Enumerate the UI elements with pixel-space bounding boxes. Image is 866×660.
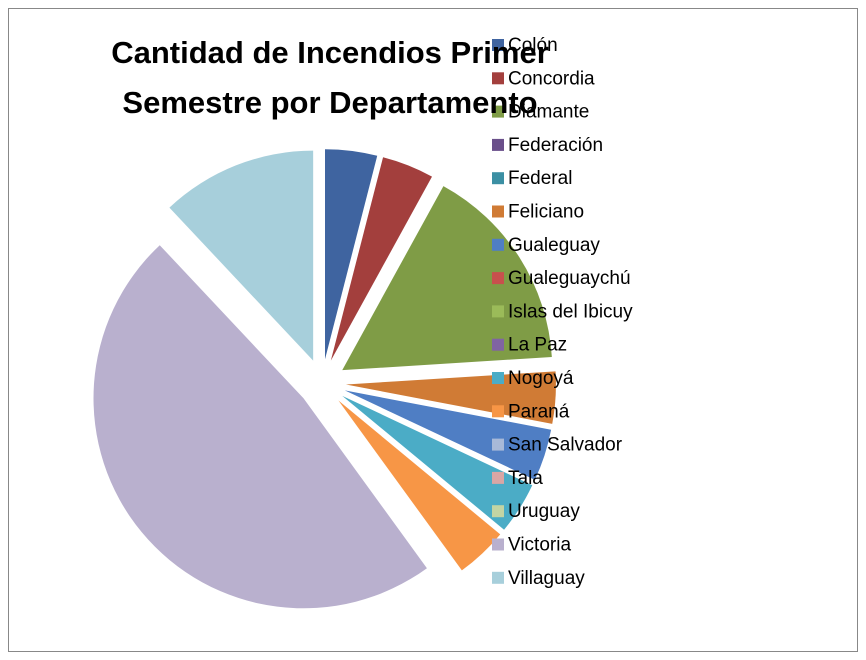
legend-label: Villaguay xyxy=(508,568,585,589)
legend-swatch xyxy=(492,405,504,418)
legend-label: Federal xyxy=(508,168,572,189)
legend-label: Islas del Ibicuy xyxy=(508,301,633,322)
legend-swatch xyxy=(492,205,504,218)
legend-swatch xyxy=(492,338,504,351)
chart-title: Cantidad de Incendios Primer Semestre po… xyxy=(111,35,549,120)
legend-label: Paraná xyxy=(508,401,570,422)
legend-label: San Salvador xyxy=(508,435,623,456)
legend-swatch xyxy=(492,272,504,285)
legend-swatch xyxy=(492,305,504,318)
legend-swatch xyxy=(492,571,504,584)
pie-slice xyxy=(169,150,314,361)
legend-label: Victoria xyxy=(508,535,571,556)
legend-label: Nogoyá xyxy=(508,368,574,389)
legend-label: Feliciano xyxy=(508,202,584,223)
legend-swatch xyxy=(492,505,504,518)
legend-label: Colón xyxy=(508,35,558,56)
legend-swatch xyxy=(492,538,504,551)
pie-slice xyxy=(344,390,552,480)
legend-label: Tala xyxy=(508,468,543,489)
pie-slice xyxy=(342,395,533,530)
legend-swatch xyxy=(492,39,504,51)
legend-swatch xyxy=(492,471,504,484)
legend-label: Federación xyxy=(508,135,603,156)
legend-label: Gualeguaychú xyxy=(508,268,631,289)
legend-swatch xyxy=(492,138,504,151)
pie-slice xyxy=(330,157,433,361)
legend-swatch xyxy=(492,238,504,251)
legend-label: Concordia xyxy=(508,68,595,89)
legend-label: Gualeguay xyxy=(508,235,600,256)
legend-label: La Paz xyxy=(508,335,567,356)
pie-slice xyxy=(325,149,378,360)
legend-swatch xyxy=(492,172,504,185)
legend-swatch xyxy=(492,438,504,451)
legend-label: Uruguay xyxy=(508,501,580,522)
legend-swatch xyxy=(492,372,504,384)
legend-swatch xyxy=(492,105,504,118)
legend-label: Diamante xyxy=(508,102,589,123)
pie-slice xyxy=(338,400,501,571)
pie-slice xyxy=(93,245,427,609)
legend-swatch xyxy=(492,72,504,85)
pie-slice xyxy=(342,186,552,371)
